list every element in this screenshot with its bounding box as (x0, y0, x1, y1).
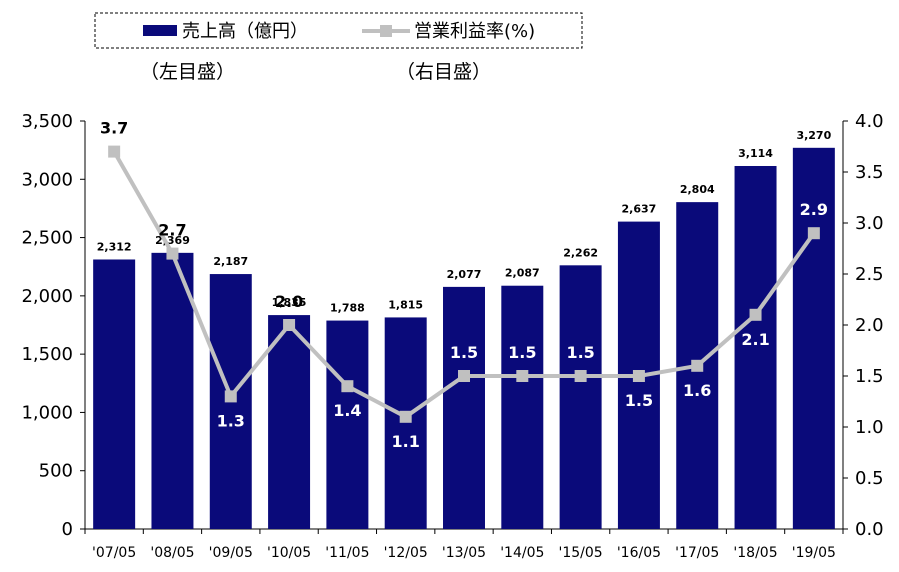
x-tick-label: '16/05 (617, 545, 661, 561)
line-point (224, 390, 237, 403)
right-axis-note: （右目盛） (396, 61, 491, 83)
line-point (458, 370, 470, 382)
left-tick-label: 3,000 (21, 169, 73, 190)
line-point (749, 308, 762, 321)
x-tick-label: '07/05 (92, 545, 136, 561)
line-value-label: 1.4 (333, 401, 361, 420)
legend-line-label: 営業利益率(%) (414, 21, 535, 42)
bar-value-label: 1,835 (272, 296, 307, 309)
line-point (283, 319, 296, 331)
left-tick-label: 2,500 (21, 228, 73, 249)
bar (326, 320, 369, 529)
bar-series (93, 147, 835, 529)
legend-line-marker (380, 25, 392, 37)
x-tick-label: '11/05 (325, 545, 369, 561)
line-value-label: 1.5 (508, 343, 536, 362)
x-tick-label: '12/05 (384, 545, 428, 561)
legend-bar-swatch (143, 25, 177, 36)
bar-value-label: 2,187 (213, 255, 248, 268)
bar (501, 285, 544, 529)
line-value-label: 1.3 (217, 411, 245, 430)
line-point (691, 359, 704, 372)
left-axis-note: （左目盛） (140, 61, 235, 83)
bar-value-label: 2,262 (563, 246, 598, 259)
x-tick-label: '09/05 (209, 545, 253, 561)
x-tick-label: '10/05 (267, 545, 311, 561)
line-point (399, 410, 412, 423)
bar-value-label: 3,114 (738, 147, 773, 160)
x-axis-ticks: '07/05 '08/05 '09/05 '10/05 '11/05 '12/05 '13/… (84, 529, 844, 561)
right-tick-label: 3.5 (855, 162, 884, 183)
bar-value-label: 1,788 (330, 302, 365, 315)
right-tick-label: 4.0 (855, 111, 884, 132)
legend-bar-label: 売上高（億円） (182, 21, 308, 42)
right-tick-label: 3.0 (855, 213, 884, 234)
bar-value-label: 2,637 (622, 203, 657, 216)
bar-value-label: 2,312 (97, 240, 132, 253)
right-tick-label: 0.0 (855, 519, 884, 540)
line-value-label: 3.7 (100, 119, 128, 138)
line-point (341, 380, 354, 393)
line-series (108, 145, 820, 423)
line-value-label: 1.5 (450, 343, 478, 362)
right-tick-label: 2.0 (855, 315, 884, 336)
legend-frame (94, 12, 583, 49)
bar-value-label: 2,804 (680, 183, 715, 196)
bar (151, 252, 194, 529)
legend: 売上高（億円） 営業利益率(%) (94, 12, 583, 49)
bar (93, 259, 136, 529)
bar (792, 147, 835, 529)
line-value-label: 1.6 (683, 381, 711, 400)
line-value-label: 2.7 (158, 221, 186, 240)
left-tick-label: 0 (62, 519, 73, 540)
right-axis-ticks: 0.0 0.5 1.0 1.5 2.0 2.5 3.0 3.5 4.0 (843, 111, 884, 540)
bar (443, 286, 485, 529)
right-tick-label: 1.5 (855, 366, 884, 387)
x-tick-label: '15/05 (559, 545, 603, 561)
bar (559, 265, 602, 529)
line-value-label: 2.9 (800, 200, 828, 219)
right-tick-label: 2.5 (855, 264, 884, 285)
line-point (166, 247, 179, 260)
line-value-label: 1.5 (625, 391, 653, 410)
line-value-label: 2.0 (275, 292, 303, 311)
right-tick-label: 0.5 (855, 468, 884, 489)
left-tick-label: 500 (39, 461, 73, 482)
right-tick-label: 1.0 (855, 417, 884, 438)
bar (734, 165, 777, 529)
x-tick-label: '13/05 (442, 545, 486, 561)
line-point (632, 370, 645, 382)
line-point (108, 145, 121, 158)
left-tick-label: 1,000 (21, 402, 73, 423)
x-tick-label: '17/05 (675, 545, 719, 561)
x-tick-label: '18/05 (733, 545, 777, 561)
bar-value-label: 3,270 (796, 129, 831, 142)
x-tick-label: '14/05 (500, 545, 544, 561)
left-tick-label: 1,500 (21, 344, 73, 365)
x-tick-label: '19/05 (792, 545, 836, 561)
left-axis-ticks: 0 500 1,000 1,500 2,000 2,500 3,000 3,500 (21, 111, 85, 540)
left-tick-label: 2,000 (21, 286, 73, 307)
bar (384, 317, 427, 529)
line-value-label: 1.1 (392, 432, 420, 451)
line-point (574, 370, 587, 382)
bar-value-label: 2,077 (447, 268, 482, 281)
bar (268, 315, 311, 529)
bar-value-label: 1,815 (388, 298, 423, 311)
x-tick-label: '08/05 (150, 545, 194, 561)
line-point (516, 370, 529, 382)
line-value-labels: 3.7 2.7 1.3 2.0 1.4 1.1 1.5 1.5 1.5 1.5 1.6 2.1 2.9 (100, 119, 828, 451)
line-value-label: 2.1 (741, 330, 769, 349)
line-value-label: 1.5 (566, 343, 594, 362)
left-tick-label: 3,500 (21, 111, 73, 132)
line-point (807, 227, 820, 240)
bar-value-label: 2,087 (505, 267, 540, 280)
